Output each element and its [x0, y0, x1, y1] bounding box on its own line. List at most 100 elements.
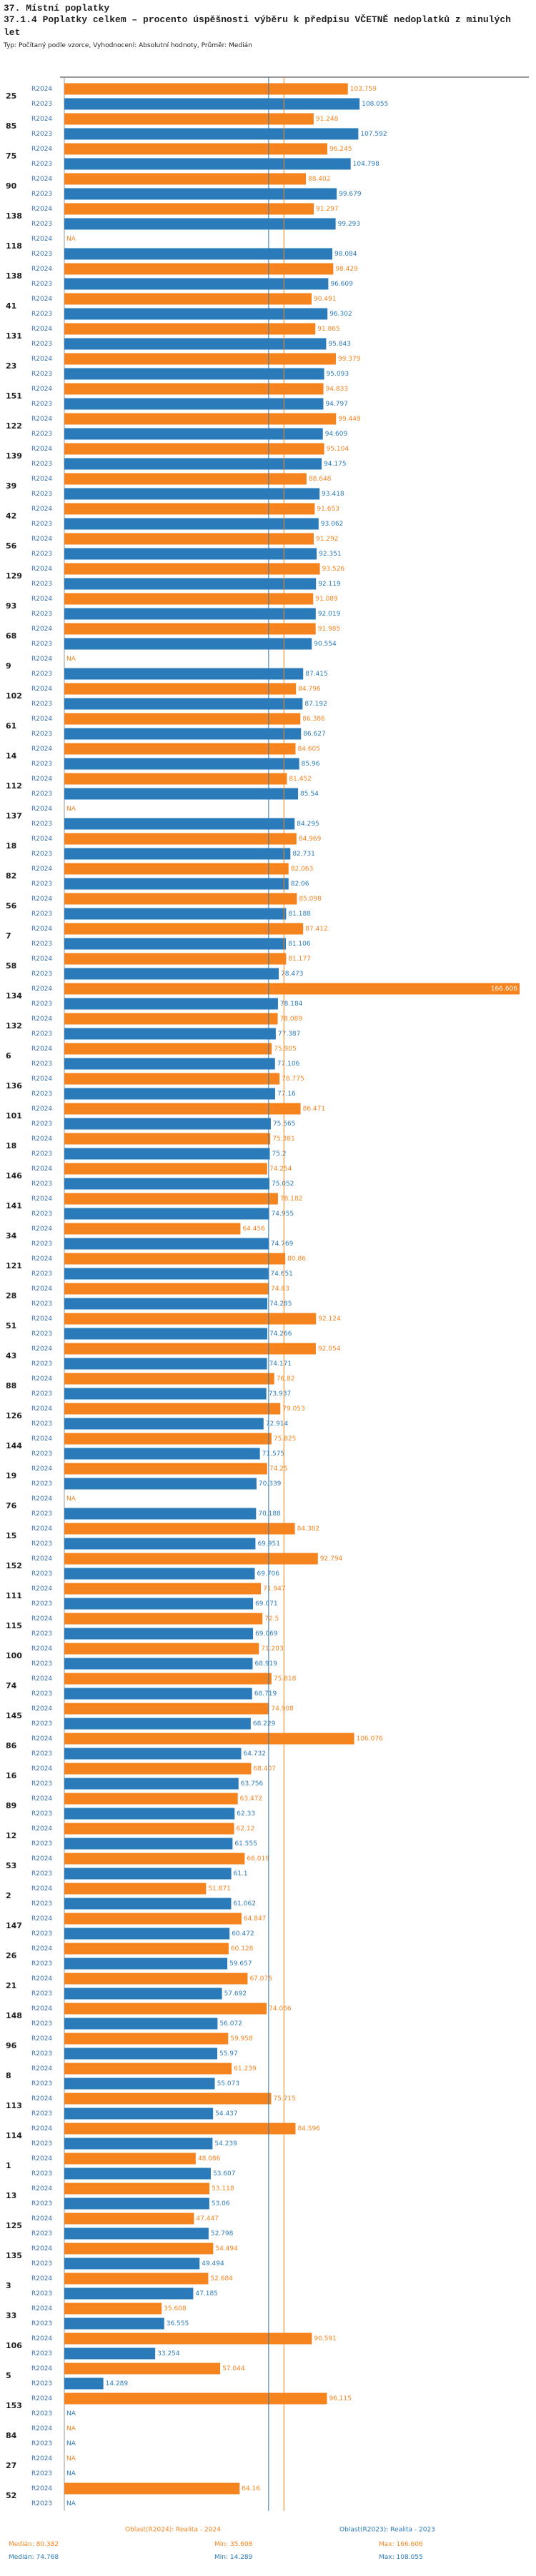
category-label: 51 [6, 1321, 16, 1330]
bar [64, 1658, 253, 1670]
bar [64, 293, 312, 305]
missing-label: NA [66, 1495, 76, 1503]
bar [64, 1838, 233, 1850]
bar [64, 2138, 213, 2150]
series-label: R2024 [31, 1196, 52, 1203]
bar [64, 1733, 354, 1745]
bar [64, 1208, 269, 1220]
series-label: R2023 [31, 221, 52, 228]
bar [64, 2377, 104, 2390]
bar [64, 728, 302, 740]
value-label: 70.188 [258, 1510, 281, 1518]
value-label: 78.089 [280, 1016, 303, 1023]
series-label: R2023 [31, 671, 52, 678]
series-label: R2023 [31, 1750, 52, 1758]
value-label: 68.719 [254, 1690, 277, 1698]
series-label: R2024 [31, 2305, 52, 2312]
value-label: 95.843 [328, 341, 351, 348]
bar [64, 788, 299, 800]
stat-value: 108.055 [397, 2554, 423, 2561]
category-label: 34 [6, 1231, 17, 1241]
bar [64, 368, 324, 380]
value-label: 69.069 [255, 1630, 278, 1638]
series-label: R2023 [31, 1480, 52, 1488]
category-label: 90 [6, 181, 17, 191]
category-label: 7 [6, 931, 11, 941]
value-label: 75.2 [272, 1151, 287, 1158]
series-label: R2024 [31, 2005, 52, 2013]
series-label: R2023 [31, 971, 52, 978]
bar [64, 1928, 230, 1940]
bar [64, 2392, 327, 2405]
bar [64, 608, 316, 620]
value-label: 99.379 [338, 356, 361, 363]
category-label: 102 [6, 691, 22, 701]
value-label: 60.128 [231, 1945, 254, 1953]
series-label: R2023 [31, 2320, 52, 2327]
value-label: 33.254 [157, 2350, 180, 2357]
value-label: 90.591 [314, 2335, 337, 2342]
series-label: R2024 [31, 356, 52, 363]
bar [64, 1763, 252, 1775]
bar [64, 1583, 262, 1595]
value-label: 74.955 [272, 1211, 294, 1218]
series-label: R2023 [31, 1360, 52, 1368]
value-label: 74.83 [271, 1286, 289, 1293]
category-label: 139 [6, 451, 22, 461]
value-label: 74.908 [271, 1705, 294, 1713]
stat-label: Medián: [9, 2554, 34, 2561]
value-label: 48.086 [198, 2155, 221, 2162]
bar [64, 2257, 200, 2270]
series-label: R2024 [31, 296, 52, 303]
stat: Max: 166.606 [379, 2541, 423, 2548]
value-label: 56.072 [219, 2020, 242, 2028]
bar [64, 1433, 272, 1445]
bar [64, 968, 279, 980]
bar [64, 1958, 228, 1970]
category-label: 26 [6, 1951, 17, 1960]
bar [64, 2302, 162, 2315]
missing-label: NA [66, 2470, 76, 2477]
category-label: 25 [6, 91, 16, 101]
bar [64, 1343, 316, 1355]
value-label: 96.245 [329, 146, 352, 153]
bar [64, 128, 359, 140]
series-label: R2024 [31, 716, 52, 723]
series-label: R2023 [31, 371, 52, 378]
bar [64, 2317, 164, 2330]
series-label: R2023 [31, 611, 52, 618]
value-label: 98.429 [335, 266, 358, 273]
bar [64, 1043, 272, 1055]
bar [64, 2033, 229, 2045]
series-label: R2023 [31, 1121, 52, 1128]
missing-label: NA [66, 2500, 76, 2507]
bar [64, 1283, 269, 1295]
series-label: R2023 [31, 161, 52, 168]
series-label: R2023 [31, 791, 52, 798]
category-label: 19 [6, 1471, 16, 1480]
value-label: 84.295 [297, 821, 319, 828]
stat-label: Min: [214, 2541, 228, 2548]
series-label: R2024 [31, 1286, 52, 1293]
series-label: R2023 [31, 2290, 52, 2297]
bar [64, 488, 320, 500]
category-label: 115 [6, 1621, 22, 1630]
value-label: 75.715 [273, 2095, 296, 2103]
value-label: 77.16 [277, 1091, 296, 1098]
stat-value: 14.289 [230, 2554, 253, 2561]
value-label: 84.596 [297, 2125, 320, 2133]
value-label: 90.491 [314, 296, 337, 303]
category-label: 61 [6, 721, 16, 731]
series-label: R2024 [31, 1735, 52, 1743]
bar [64, 143, 327, 155]
value-label: 59.958 [230, 2035, 253, 2043]
series-label: R2024 [31, 1016, 52, 1023]
category-label: 131 [6, 331, 22, 341]
value-label: 92.351 [319, 551, 342, 558]
series-label: R2023 [31, 941, 52, 948]
series-label: R2023 [31, 581, 52, 588]
series-label: R2023 [31, 1840, 52, 1848]
bar [64, 353, 336, 365]
series-label: R2024 [31, 686, 52, 693]
